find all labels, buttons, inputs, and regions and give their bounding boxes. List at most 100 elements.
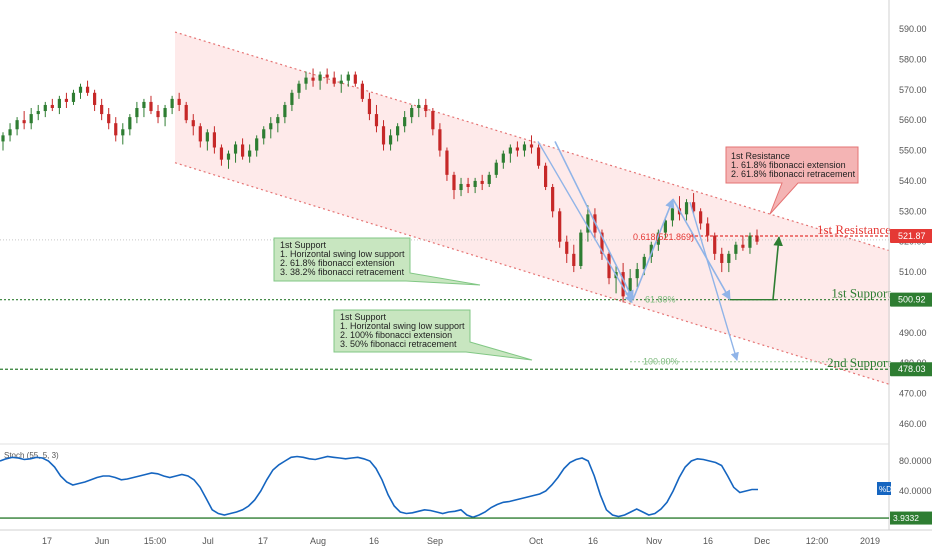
candle-body: [628, 278, 632, 297]
stoch-value-text: 3.9332: [893, 513, 919, 523]
fib-leg-arrow: [554, 141, 634, 301]
descending-channel-fill: [175, 32, 890, 385]
time-tick-label: Nov: [646, 536, 663, 546]
candle-body: [374, 114, 379, 127]
candle-body: [198, 126, 202, 142]
candle-body: [699, 211, 703, 224]
stoch-legend-text: %D: [879, 485, 892, 494]
price-tick-label: 470.00: [899, 389, 927, 399]
candle-body: [748, 235, 752, 248]
price-tick-label: 540.00: [899, 176, 927, 186]
resistance-label: 1st Resistance: [817, 222, 891, 237]
candle-body: [600, 232, 604, 254]
price-tag-text: 478.03: [898, 364, 926, 374]
candle-body: [233, 144, 238, 154]
candle-body: [480, 180, 484, 184]
time-tick-label: 12:00: [806, 536, 829, 546]
candle-body: [466, 183, 470, 187]
candle-body: [318, 74, 322, 81]
candle-body: [283, 104, 287, 118]
price-tag-text: 500.92: [898, 295, 926, 305]
candle-body: [64, 98, 69, 102]
time-axis[interactable]: 17 Jun 15:00 Jul 17 Aug 16 Sep Oct 16 Nov 16 Dec 12:0…: [42, 536, 880, 546]
price-tick-label: 570.00: [899, 85, 927, 95]
candle-body: [445, 150, 449, 175]
candle-body: [325, 74, 329, 78]
candle-body: [205, 132, 209, 142]
stoch-axis[interactable]: 40.0000 80.0000: [899, 456, 932, 496]
candle-body: [424, 104, 428, 112]
stoch-tick-label: 40.0000: [899, 486, 932, 496]
candle-body: [22, 120, 26, 124]
fib-100-label: 100.00%: [643, 357, 679, 367]
candle-body: [501, 153, 505, 163]
support-2-callout: 1st Support 1. Horizontal swing low supp…: [333, 309, 533, 361]
candle-body: [177, 98, 181, 105]
candle-body: [536, 147, 541, 166]
candle-body: [607, 253, 611, 279]
candle-body: [388, 135, 393, 145]
callout-title: 1st Support: [280, 240, 327, 250]
candle-body: [367, 98, 372, 115]
candle-body: [311, 77, 315, 81]
candle-body: [100, 104, 104, 115]
candle-body: [36, 111, 40, 115]
candle-body: [339, 80, 343, 84]
candle-body: [691, 202, 696, 212]
candle-body: [85, 86, 90, 93]
candle-body: [191, 120, 195, 127]
callout-line: 1. 61.8% fibonacci extension: [731, 160, 846, 170]
candle-body: [734, 244, 738, 254]
stoch-d-line: [0, 455, 758, 519]
candle-body: [396, 126, 400, 136]
candle-body: [360, 83, 364, 99]
resistance-callout: 1st Resistance 1. 61.8% fibonacci extens…: [725, 146, 859, 215]
candle-body: [579, 232, 583, 266]
price-tick-label: 550.00: [899, 146, 927, 156]
stoch-legend-tag: %D: [877, 482, 892, 495]
price-tick-label: 510.00: [899, 267, 927, 277]
candle-body: [163, 108, 167, 118]
price-tag-resistance: 521.87: [890, 229, 932, 244]
candle-body: [184, 104, 188, 121]
candle-body: [635, 269, 639, 279]
candle-body: [255, 138, 259, 151]
candle-body: [78, 86, 83, 93]
price-tag-support-2: 478.03: [890, 362, 932, 377]
candle-body: [290, 92, 294, 105]
price-tick-label: 560.00: [899, 115, 927, 125]
candle-body: [8, 129, 12, 136]
target-arrow: [772, 236, 783, 300]
candle-body: [15, 120, 19, 130]
candle-body: [1, 135, 5, 142]
candle-body: [346, 74, 350, 81]
candle-body: [642, 256, 646, 270]
candle-body: [551, 187, 555, 212]
candle-body: [29, 114, 33, 124]
time-tick-label: 15:00: [144, 536, 167, 546]
candle-body: [417, 104, 421, 108]
candle-body: [304, 77, 308, 84]
candle-body: [226, 153, 231, 160]
candle-body: [494, 162, 498, 175]
fib-support-label: 61.80%: [645, 295, 676, 305]
candle-body: [473, 180, 477, 187]
candle-body: [572, 253, 576, 266]
price-tag-text: 521.87: [898, 231, 926, 241]
candle-body: [248, 150, 252, 157]
candle-body: [438, 129, 442, 151]
candle-body: [262, 129, 266, 139]
time-tick-label: Aug: [310, 536, 326, 546]
candle-body: [706, 223, 710, 236]
callout-line: 1. Horizontal swing low support: [340, 321, 465, 331]
time-tick-label: 16: [369, 536, 379, 546]
candle-body: [403, 117, 407, 127]
candle-body: [452, 174, 456, 191]
candle-body: [114, 123, 118, 136]
candle-body: [240, 144, 245, 157]
candle-body: [297, 83, 301, 93]
candle-body: [269, 123, 273, 130]
time-tick-label: 16: [588, 536, 598, 546]
candle-body: [71, 92, 76, 102]
